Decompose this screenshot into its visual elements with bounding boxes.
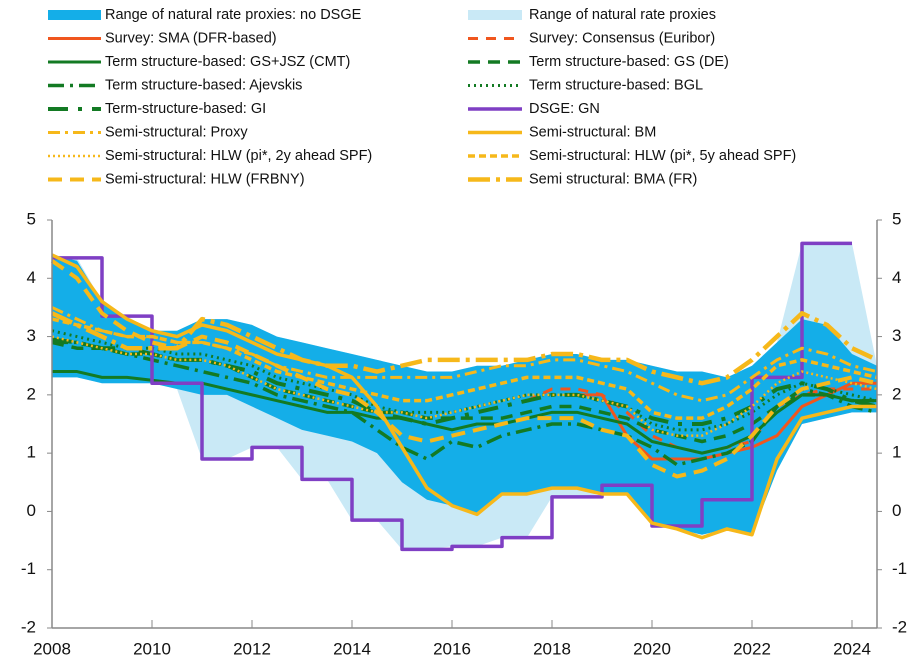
x-tick-label: 2010 <box>133 639 171 658</box>
y2-tick-label: 1 <box>892 443 901 462</box>
legend-swatch <box>48 10 101 20</box>
y-tick-label: -2 <box>21 617 36 636</box>
legend-label: DSGE: GN <box>529 101 600 117</box>
series-line <box>51 306 878 403</box>
series-line <box>52 340 878 467</box>
legend-label: Range of natural rate proxies <box>529 7 716 23</box>
y-tick-label: 2 <box>27 384 36 403</box>
legend-label: Range of natural rate proxies: no DSGE <box>105 7 362 23</box>
legend-label: Survey: Consensus (Euribor) <box>529 30 715 46</box>
legend-label: Term structure-based: Ajevskis <box>105 77 302 93</box>
legend-label: Semi-structural: Proxy <box>105 124 248 140</box>
y-tick-label: 0 <box>27 501 36 520</box>
y-tick-label: -1 <box>21 559 36 578</box>
legend-label: Term structure-based: GS+JSZ (CMT) <box>105 54 350 70</box>
series-line <box>51 335 878 437</box>
legend-label: Term-structure-based: GI <box>105 101 266 117</box>
x-tick-label: 2024 <box>833 639 871 658</box>
legend-label: Semi-structural: BM <box>529 124 656 140</box>
legend-label: Semi-structural: HLW (pi*, 2y ahead SPF) <box>105 148 372 164</box>
legend-label: Semi-structural: HLW (pi*, 5y ahead SPF) <box>529 148 796 164</box>
legend-label: Survey: SMA (DFR-based) <box>105 30 277 46</box>
y-tick-label: 4 <box>27 268 36 287</box>
legend-label: Term structure-based: GS (DE) <box>529 54 729 70</box>
y2-tick-label: 4 <box>892 268 901 287</box>
y-tick-label: 3 <box>27 326 36 345</box>
series-line <box>50 259 878 479</box>
y2-tick-label: 0 <box>892 501 901 520</box>
x-tick-label: 2022 <box>733 639 771 658</box>
y2-tick-label: 2 <box>892 384 901 403</box>
y2-tick-label: -2 <box>892 617 907 636</box>
y2-tick-label: 3 <box>892 326 901 345</box>
series-line <box>526 387 877 455</box>
legend-label: Semi structural: BMA (FR) <box>529 171 697 187</box>
series-line <box>51 317 878 420</box>
series-line <box>51 311 878 386</box>
x-tick-label: 2012 <box>233 639 271 658</box>
x-tick-label: 2020 <box>633 639 671 658</box>
series-line <box>52 241 852 552</box>
y-tick-label: 5 <box>27 209 36 228</box>
legend-label: Term structure-based: BGL <box>529 77 703 93</box>
y2-tick-label: 5 <box>892 209 901 228</box>
x-tick-label: 2014 <box>333 639 371 658</box>
y2-tick-label: -1 <box>892 559 907 578</box>
legend-label: Semi-structural: HLW (FRBNY) <box>105 171 305 187</box>
x-tick-label: 2016 <box>433 639 471 658</box>
legend-swatch <box>468 10 522 20</box>
y-tick-label: 1 <box>27 443 36 462</box>
series-line <box>51 340 877 444</box>
range-band <box>52 254 877 535</box>
x-tick-label: 2008 <box>33 639 71 658</box>
x-tick-label: 2018 <box>533 639 571 658</box>
